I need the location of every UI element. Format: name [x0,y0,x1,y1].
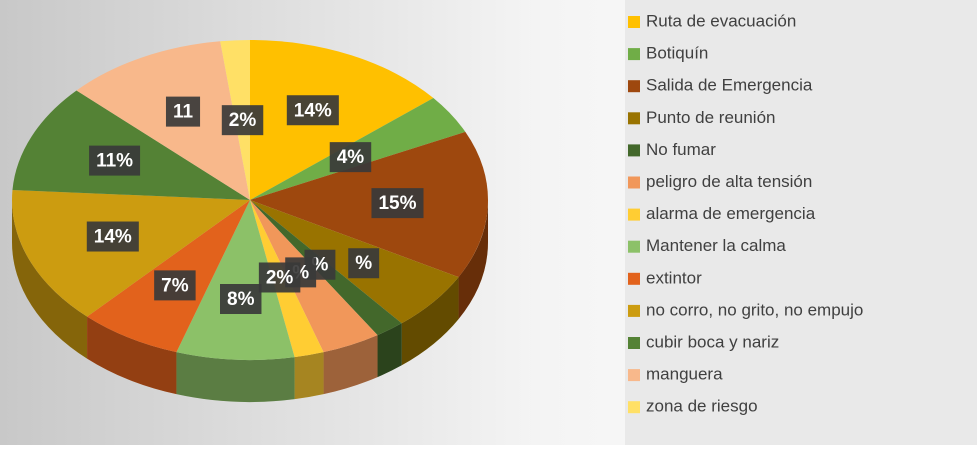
legend-swatch [628,112,640,125]
slice [176,200,295,361]
slice-side [176,352,295,402]
legend-label: zona de riesgo [646,397,758,416]
legend-swatch [628,16,640,28]
slice-side [323,335,378,395]
slice-side [12,200,88,359]
data-label: 11 [165,96,201,127]
legend-label: peligro de alta tensión [646,172,812,191]
data-label-box [220,284,262,315]
legend-swatch [628,304,640,317]
legend-swatch [628,272,640,285]
legend-label: manguera [646,365,723,384]
data-label-text: 2% [229,110,257,131]
legend-swatch [628,337,640,349]
slice-side [401,277,459,366]
data-label-text: 2% [266,268,294,289]
legend: Ruta de evacuación Botiquín Salida de Emer… [628,11,863,416]
data-label-text: 8% [227,289,255,310]
data-label-text: 11% [96,151,133,172]
data-label-box [348,248,380,279]
data-label-box [258,262,301,293]
data-label: 2% [258,262,301,293]
data-label: % [348,248,380,279]
data-label-text: % [355,253,372,274]
data-label-box [154,270,196,301]
legend-label: cubir boca y nariz [646,332,779,351]
slice-side-shade [294,352,324,400]
legend-label: no corro, no grito, no empujo [646,300,863,319]
data-label: 4% [329,142,372,173]
slice [250,131,489,278]
slice-side-shade [176,352,295,402]
legend-label: alarma de emergencia [646,204,816,223]
legend-label: Ruta de evacuación [646,11,796,30]
data-label-text: 11 [173,102,194,123]
slice-side-shade [377,323,402,378]
data-label-text: 4% [337,147,365,168]
data-label-text: 14% [94,227,132,248]
legend-label: extintor [646,268,702,287]
slice-side [87,316,177,395]
legend-swatch [628,369,640,382]
legend-label: Punto de reunión [646,108,776,127]
slice [12,189,251,317]
legend-swatch [628,80,640,93]
data-label: 11% [89,145,141,176]
slice [12,90,251,200]
data-label: 14% [286,95,339,126]
data-label: 7% [154,270,196,301]
data-label: 2% [221,105,264,136]
slice-side [458,200,488,320]
data-label-box [371,188,424,219]
legend-swatch [628,208,640,221]
data-label: 14% [86,221,139,252]
legend-swatch [628,176,640,189]
slice-side-shade [458,200,488,320]
pie: 14%4%15%%%%2%8%7%14%11%11 2% [12,40,489,402]
legend-swatch [628,401,640,414]
legend-label: Salida de Emergencia [646,76,813,95]
data-label-box [86,221,139,252]
legend-label: Botiquín [646,44,708,63]
data-label-box [329,142,372,173]
slice-side-shade [12,200,88,359]
data-label-box [221,105,264,136]
data-label-text: 14% [294,100,332,121]
data-label-box [286,95,339,126]
data-label-text: 15% [378,193,416,214]
legend-box [625,0,977,445]
slice [250,40,434,200]
slice-side-shade [323,335,378,395]
legend-swatch [628,144,640,157]
data-label-text: 7% [161,275,189,296]
slice-side-shade [87,316,177,395]
legend-swatch [628,48,640,61]
legend-label: Mantener la calma [646,236,786,255]
slice-side [294,352,324,400]
data-label: 8% [220,284,262,315]
slice-side [377,323,402,378]
slice [76,41,251,201]
legend-swatch [628,240,640,253]
legend-label: No fumar [646,140,716,159]
data-label: 15% [371,188,424,219]
slice-side-shade [401,277,459,366]
data-label-box [89,145,141,176]
data-label-box [165,96,201,127]
